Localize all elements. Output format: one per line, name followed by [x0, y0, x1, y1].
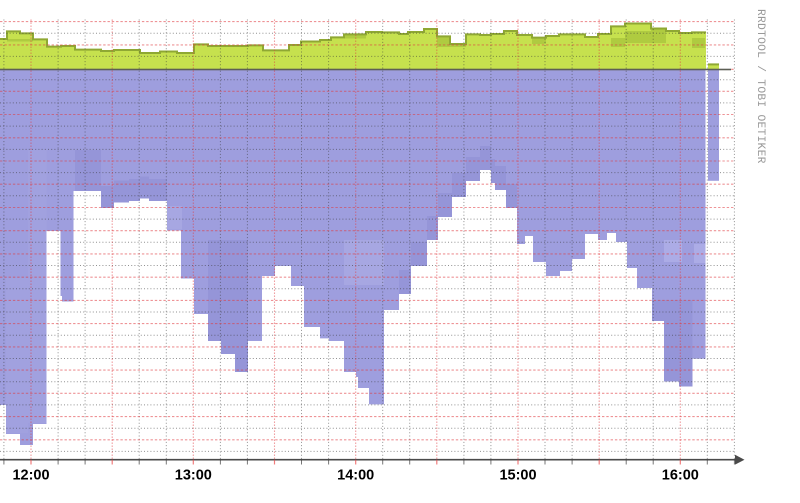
svg-text:12:00: 12:00: [12, 467, 49, 483]
svg-text:14:00: 14:00: [337, 467, 374, 483]
svg-text:RRDTOOL / TOBI OETIKER: RRDTOOL / TOBI OETIKER: [754, 9, 766, 164]
svg-text:16:00: 16:00: [662, 467, 699, 483]
svg-text:13:00: 13:00: [175, 467, 212, 483]
svg-text:15:00: 15:00: [499, 467, 536, 483]
